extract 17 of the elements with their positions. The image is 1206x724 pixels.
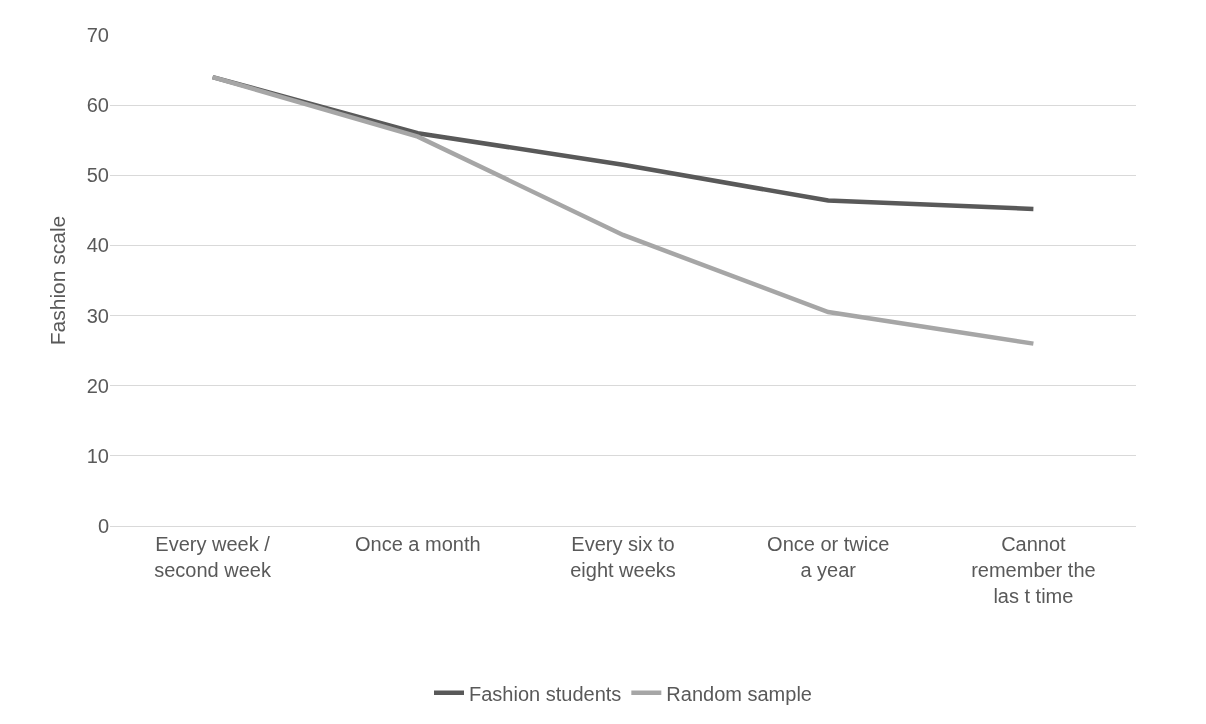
legend-label: Random sample [666,682,812,705]
y-tick-label: 0 [97,515,109,537]
y-axis-title: Fashion scale [45,215,69,346]
y-tick-label: 40 [86,234,109,257]
x-tick-label: Every six to eight weeks [570,533,676,581]
y-tick-label: 50 [86,164,109,187]
line-series [210,74,1036,346]
y-tick-label: 60 [86,94,109,117]
y-tick-label: 30 [86,304,109,327]
y-tick-label: 20 [86,374,109,397]
x-tick-label: Once or twice a year [767,533,890,581]
x-tick-label: Every week / second week [154,533,272,581]
y-tick-label: 10 [86,444,109,467]
legend-label: Fashion students [469,682,622,705]
x-tick-label: Cannot remember the las t time [971,533,1096,607]
y-tick-label: 70 [86,24,109,46]
x-tick-label: Once a month [354,533,481,555]
